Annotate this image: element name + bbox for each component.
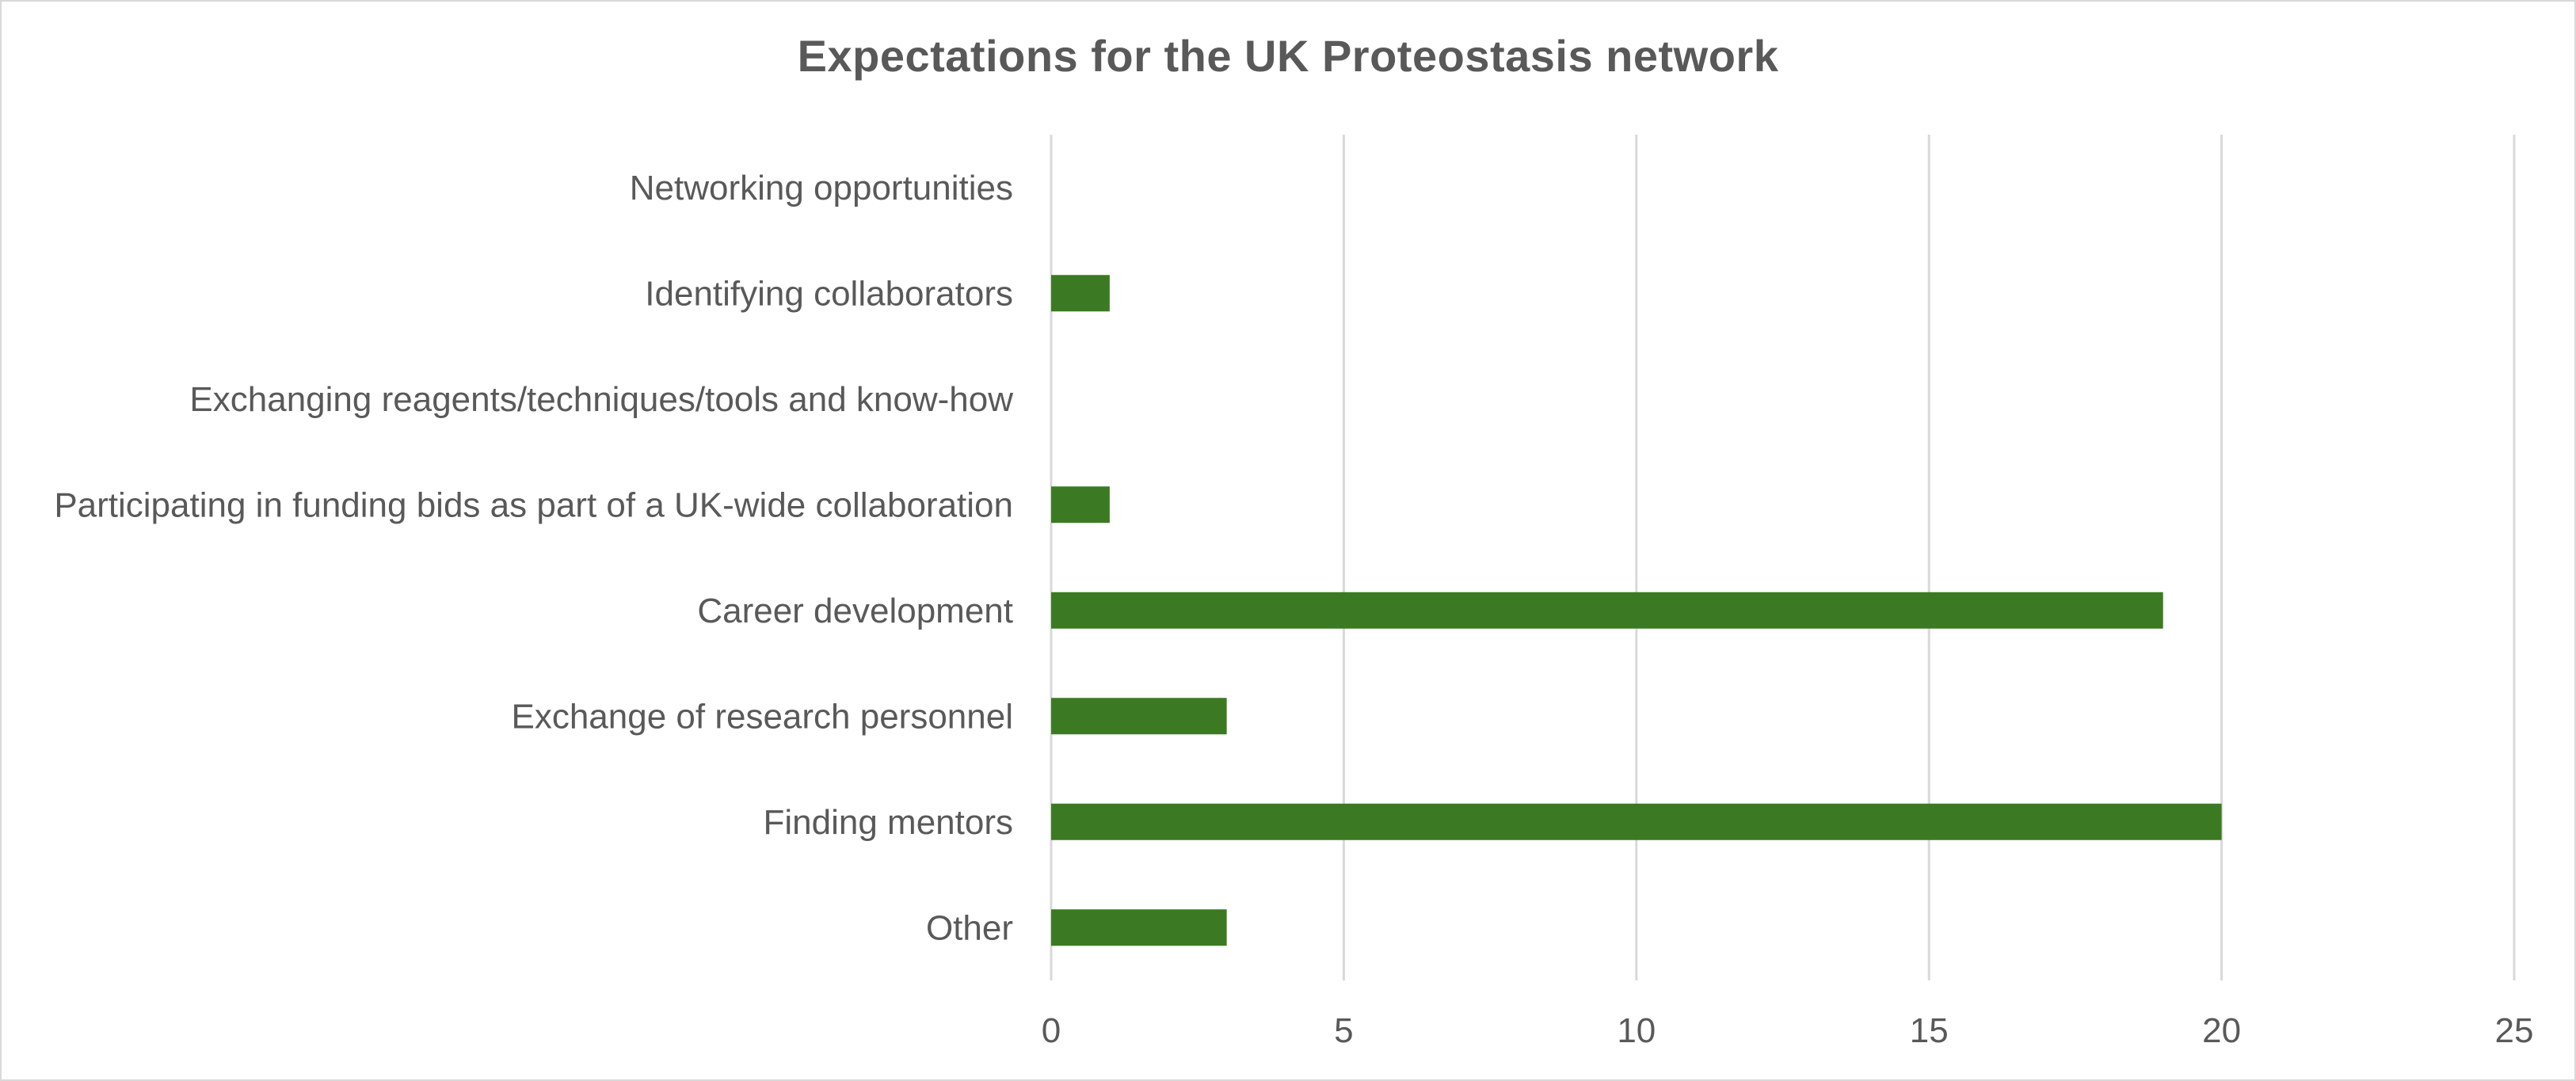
x-tick-label: 20 [2202,1011,2241,1050]
x-tick-label: 10 [1617,1011,1656,1050]
category-label: Participating in funding bids as part of… [54,485,1013,524]
category-label: Identifying collaborators [645,274,1013,313]
gridlines [1050,135,2516,980]
bars [1051,275,2222,946]
category-label: Career development [697,592,1013,630]
bar-5 [1051,592,2163,629]
category-label: Exchange of research personnel [511,697,1013,736]
x-tick-label: 0 [1042,1011,1061,1050]
x-tick-labels: 0 5 10 15 20 25 [1042,1011,2534,1050]
bar-7 [1051,803,2222,840]
category-label: Networking opportunities [630,169,1013,207]
category-label: Exchanging reagents/techniques/tools and… [189,380,1013,419]
category-label: Other [926,908,1013,947]
category-labels: Networking opportunities Identifying coll… [54,169,1013,948]
x-tick-label: 5 [1334,1011,1353,1050]
bar-2 [1051,275,1110,312]
x-tick-label: 15 [1910,1011,1949,1050]
bar-4 [1051,486,1110,523]
chart-title: Expectations for the UK Proteostasis net… [797,31,1779,81]
bar-6 [1051,698,1227,735]
category-label: Finding mentors [764,803,1013,842]
bar-8 [1051,909,1227,946]
x-tick-label: 25 [2495,1011,2534,1050]
